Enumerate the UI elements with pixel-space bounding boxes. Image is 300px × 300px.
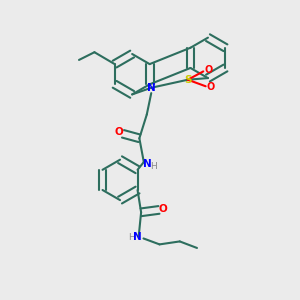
Text: H: H (128, 233, 135, 242)
Text: O: O (207, 82, 215, 92)
Text: O: O (159, 204, 167, 214)
Text: S: S (184, 75, 192, 85)
Text: N: N (133, 232, 141, 242)
Text: N: N (147, 83, 156, 93)
Text: N: N (143, 159, 152, 170)
Text: O: O (115, 127, 123, 137)
Text: H: H (150, 162, 157, 171)
Text: O: O (205, 65, 213, 75)
